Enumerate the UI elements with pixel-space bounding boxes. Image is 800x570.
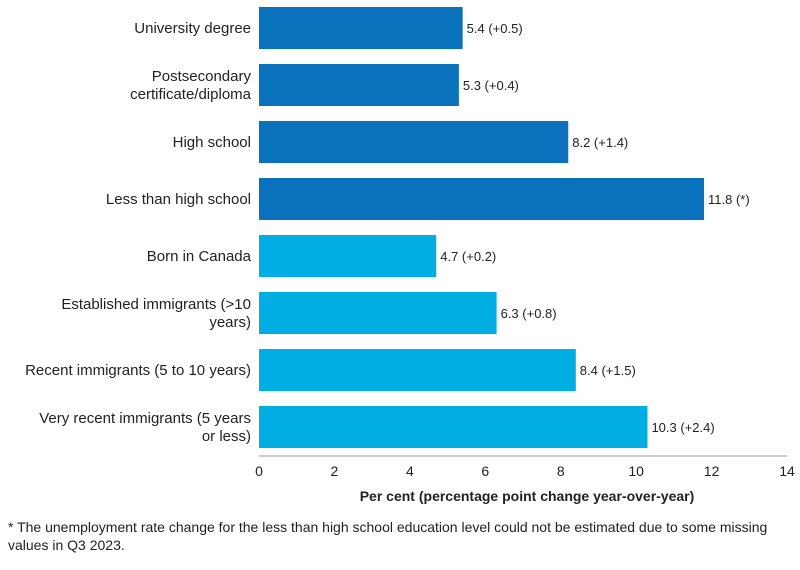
x-tick-label: 10 — [628, 463, 644, 479]
x-tick-label: 8 — [557, 463, 565, 479]
data-label: 8.4 (+1.5) — [580, 363, 636, 378]
bar — [259, 349, 576, 391]
bar — [259, 121, 569, 163]
bar — [259, 7, 463, 49]
category-label: Less than high school — [106, 191, 251, 208]
bar — [259, 64, 459, 106]
data-label: 6.3 (+0.8) — [501, 306, 557, 321]
bars-layer — [259, 7, 705, 448]
data-label: 5.4 (+0.5) — [467, 21, 523, 36]
x-tick-label: 12 — [704, 463, 720, 479]
bar — [259, 235, 437, 277]
data-label: 11.8 (*) — [708, 192, 750, 207]
x-axis: 0 2 4 6 8 10 12 14 — [255, 455, 795, 479]
category-label: Very recent immigrants (5 years or less) — [39, 410, 251, 445]
category-label: Born in Canada — [147, 248, 252, 265]
x-axis-title: Per cent (percentage point change year-o… — [360, 488, 695, 504]
footnote: * The unemployment rate change for the l… — [8, 519, 768, 553]
data-label: 8.2 (+1.4) — [572, 135, 628, 150]
labels-layer: 5.4 (+0.5) University degree 5.3 (+0.4) Pos… — [25, 20, 750, 445]
category-label: University degree — [134, 20, 251, 37]
x-tick-label: 0 — [255, 463, 263, 479]
x-tick-label: 4 — [406, 463, 414, 479]
data-label: 4.7 (+0.2) — [440, 249, 496, 264]
bar — [259, 292, 497, 334]
category-label: Recent immigrants (5 to 10 years) — [25, 362, 251, 379]
x-tick-label: 14 — [779, 463, 795, 479]
bar — [259, 178, 705, 220]
data-label: 10.3 (+2.4) — [651, 420, 714, 435]
bar — [259, 406, 648, 448]
bar-chart: 5.4 (+0.5) University degree 5.3 (+0.4) Pos… — [25, 7, 795, 504]
data-label: 5.3 (+0.4) — [463, 78, 519, 93]
category-label: Postsecondary certificate/diploma — [130, 68, 252, 103]
category-label: Established immigrants (>10 years) — [61, 296, 251, 331]
x-tick-label: 2 — [331, 463, 339, 479]
x-tick-label: 6 — [481, 463, 489, 479]
category-label: High school — [173, 134, 251, 151]
